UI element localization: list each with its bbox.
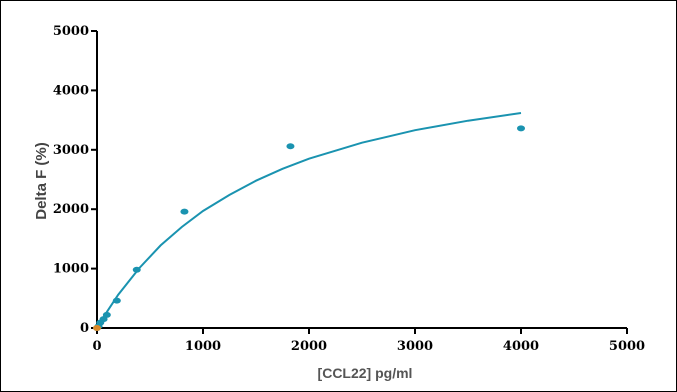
x-tick-label-5: 5000 bbox=[609, 339, 645, 354]
x-tick-label-4: 4000 bbox=[503, 339, 539, 354]
data-point-0-9 bbox=[517, 125, 525, 132]
data-point-0-5 bbox=[112, 297, 121, 304]
x-tick-label-3: 3000 bbox=[397, 339, 433, 354]
y-tick-label-1: 1000 bbox=[53, 262, 89, 277]
tick-marks bbox=[91, 30, 628, 334]
x-tick-label-1: 1000 bbox=[185, 339, 221, 354]
data-points-layer bbox=[93, 125, 525, 331]
x-axis-label: [CCL22] pg/ml bbox=[318, 365, 413, 381]
y-tick-label-5: 5000 bbox=[53, 24, 89, 39]
x-tick-label-2: 2000 bbox=[291, 339, 327, 354]
y-tick-label-3: 3000 bbox=[53, 143, 89, 158]
x-tick-label-0: 0 bbox=[92, 339, 101, 354]
data-point-0-6 bbox=[132, 266, 141, 273]
data-point-2-0 bbox=[93, 325, 101, 331]
y-axis-label: Delta F (%) bbox=[33, 142, 50, 220]
fit-curve-line bbox=[96, 112, 522, 329]
y-tick-label-2: 2000 bbox=[53, 202, 89, 217]
y-tick-label-4: 4000 bbox=[53, 83, 89, 98]
y-tick-label-0: 0 bbox=[80, 321, 89, 336]
axes bbox=[96, 31, 627, 329]
fit-curve-layer bbox=[96, 112, 522, 329]
data-point-0-4 bbox=[102, 311, 111, 318]
tick-labels: 0 1000 2000 3000 4000 5000 0 1000 2000 3000 4000 50… bbox=[53, 24, 645, 354]
data-point-0-8 bbox=[286, 143, 295, 150]
data-point-0-7 bbox=[180, 208, 189, 215]
